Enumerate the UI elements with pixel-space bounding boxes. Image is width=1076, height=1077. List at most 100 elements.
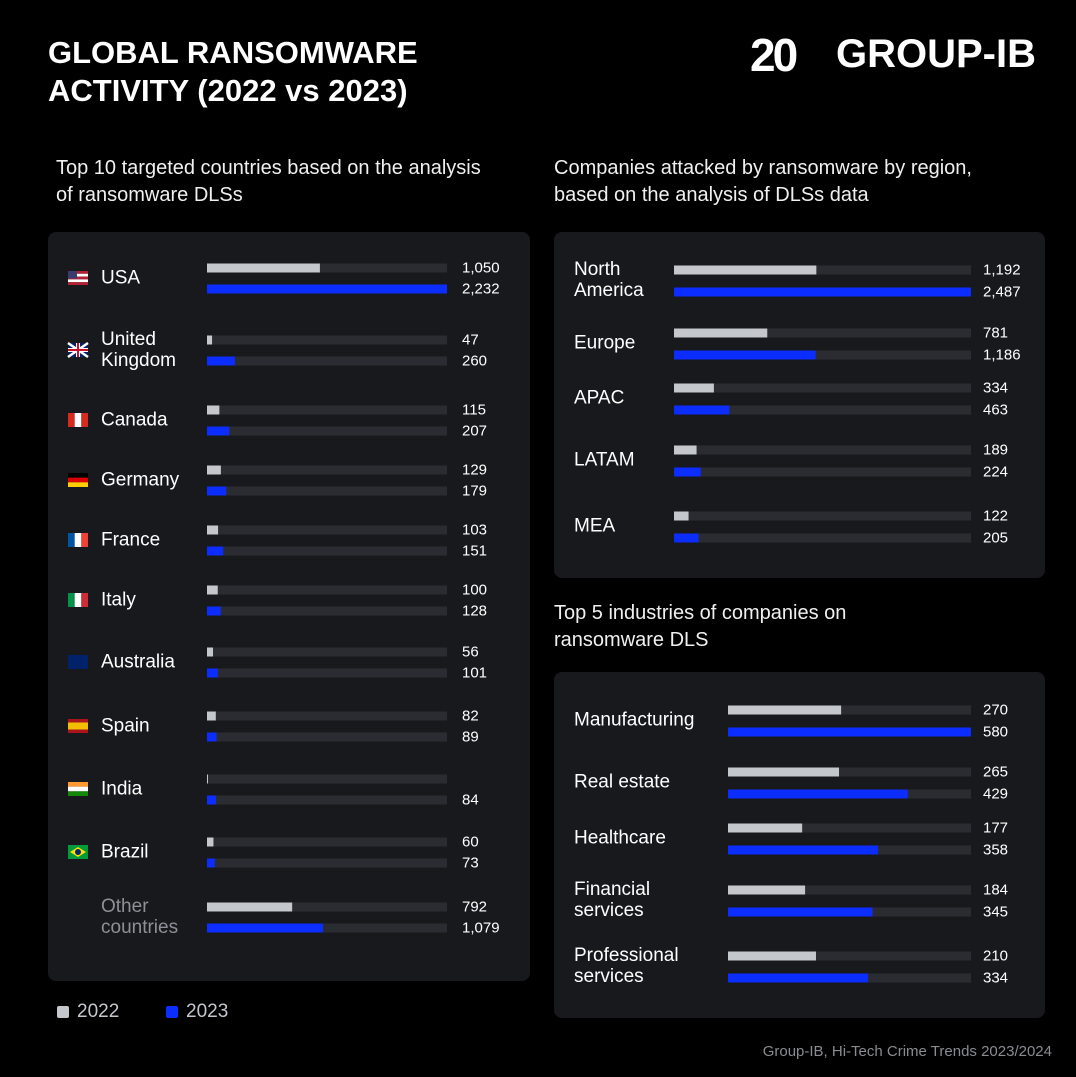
flag-icon — [68, 729, 88, 733]
value-label: 56 — [462, 643, 479, 661]
bar — [207, 711, 216, 721]
value-label: 184 — [983, 881, 1009, 899]
bar-track — [674, 511, 971, 521]
flag-icon — [68, 282, 88, 285]
bar — [674, 405, 730, 415]
value-label: 128 — [462, 602, 488, 620]
bar-track — [207, 606, 447, 616]
bar-track — [207, 732, 447, 742]
bar — [207, 405, 220, 415]
category-label: Financial services — [574, 879, 651, 921]
bar — [207, 525, 219, 535]
bar — [207, 668, 218, 678]
flag-icon — [68, 791, 88, 796]
category-label: North America — [574, 259, 644, 301]
flag-icon — [74, 413, 82, 427]
value-label: 358 — [983, 841, 1009, 859]
value-label: 177 — [983, 819, 1009, 837]
value-label: 792 — [462, 898, 488, 916]
value-label: 781 — [983, 324, 1009, 342]
bar-track — [207, 902, 447, 912]
category-label: Professional services — [574, 945, 679, 987]
category-label: Healthcare — [574, 827, 666, 849]
value-label: 224 — [983, 463, 1009, 481]
logo-name: GROUP-IB — [836, 32, 1036, 76]
category-label: Real estate — [574, 771, 671, 793]
category-label: MEA — [574, 515, 616, 537]
bar — [728, 727, 971, 737]
bar — [728, 951, 816, 961]
value-label: 207 — [462, 422, 488, 440]
flag-icon — [68, 413, 75, 427]
value-label: 1,192 — [983, 261, 1021, 279]
bar-track — [207, 546, 447, 556]
flag-icon — [68, 477, 88, 483]
value-label: 89 — [462, 728, 479, 746]
value-label: 265 — [983, 763, 1009, 781]
category-label: Europe — [574, 332, 636, 354]
legend-label: 2022 — [77, 1001, 120, 1022]
value-label: 260 — [462, 352, 488, 370]
bar-track — [207, 356, 447, 366]
flag-icon — [81, 593, 88, 607]
category-label: Manufacturing — [574, 709, 695, 731]
value-label: 179 — [462, 482, 488, 500]
bar — [728, 907, 873, 917]
bar — [207, 486, 227, 496]
bar-track — [728, 767, 971, 777]
flag-icon — [68, 533, 75, 547]
bar — [207, 647, 214, 657]
bar-track — [207, 405, 447, 415]
bar-track — [207, 426, 447, 436]
logo-mark: 20 — [750, 29, 798, 81]
bar-track — [207, 585, 447, 595]
value-label: 60 — [462, 833, 479, 851]
bar-track — [674, 350, 971, 360]
flag-icon — [68, 343, 88, 357]
value-label: 84 — [462, 791, 479, 809]
bar-track — [674, 533, 971, 543]
category-label: Brazil — [101, 841, 149, 863]
value-label: 189 — [983, 441, 1009, 459]
bar — [674, 533, 699, 543]
bar — [207, 606, 221, 616]
bar — [728, 823, 803, 833]
category-label: India — [101, 778, 143, 800]
bar — [207, 732, 217, 742]
value-label: 429 — [983, 785, 1009, 803]
flag-icon — [68, 271, 88, 274]
value-label: 122 — [983, 507, 1009, 525]
value-label: 580 — [983, 723, 1009, 741]
bar — [207, 858, 215, 868]
value-label: 463 — [983, 401, 1009, 419]
bar — [728, 789, 908, 799]
flag-icon — [68, 273, 88, 277]
category-label: Other countries — [101, 896, 179, 938]
bar — [728, 767, 840, 777]
bar — [207, 263, 320, 273]
bar-track — [207, 486, 447, 496]
flag-icon — [68, 593, 75, 607]
flag-icon — [74, 533, 82, 547]
bar-track — [207, 858, 447, 868]
bar-track — [674, 405, 971, 415]
title: GLOBAL RANSOMWARE ACTIVITY (2022 vs 2023… — [48, 35, 418, 108]
flag-icon — [68, 279, 88, 283]
flag-icon — [68, 782, 88, 787]
legend-label: 2023 — [186, 1001, 229, 1022]
value-label: 103 — [462, 521, 488, 539]
bar-track — [674, 328, 971, 338]
value-label: 2,487 — [983, 283, 1021, 301]
category-label: Australia — [101, 651, 175, 673]
bar-track — [728, 705, 971, 715]
bar — [674, 265, 817, 275]
flag-icon — [68, 786, 88, 792]
category-label: APAC — [574, 387, 625, 409]
bar — [207, 774, 208, 784]
bar-track — [207, 923, 447, 933]
flag-icon — [68, 482, 88, 487]
flag-icon — [81, 413, 88, 427]
bar — [728, 885, 806, 895]
category-label: France — [101, 529, 161, 551]
